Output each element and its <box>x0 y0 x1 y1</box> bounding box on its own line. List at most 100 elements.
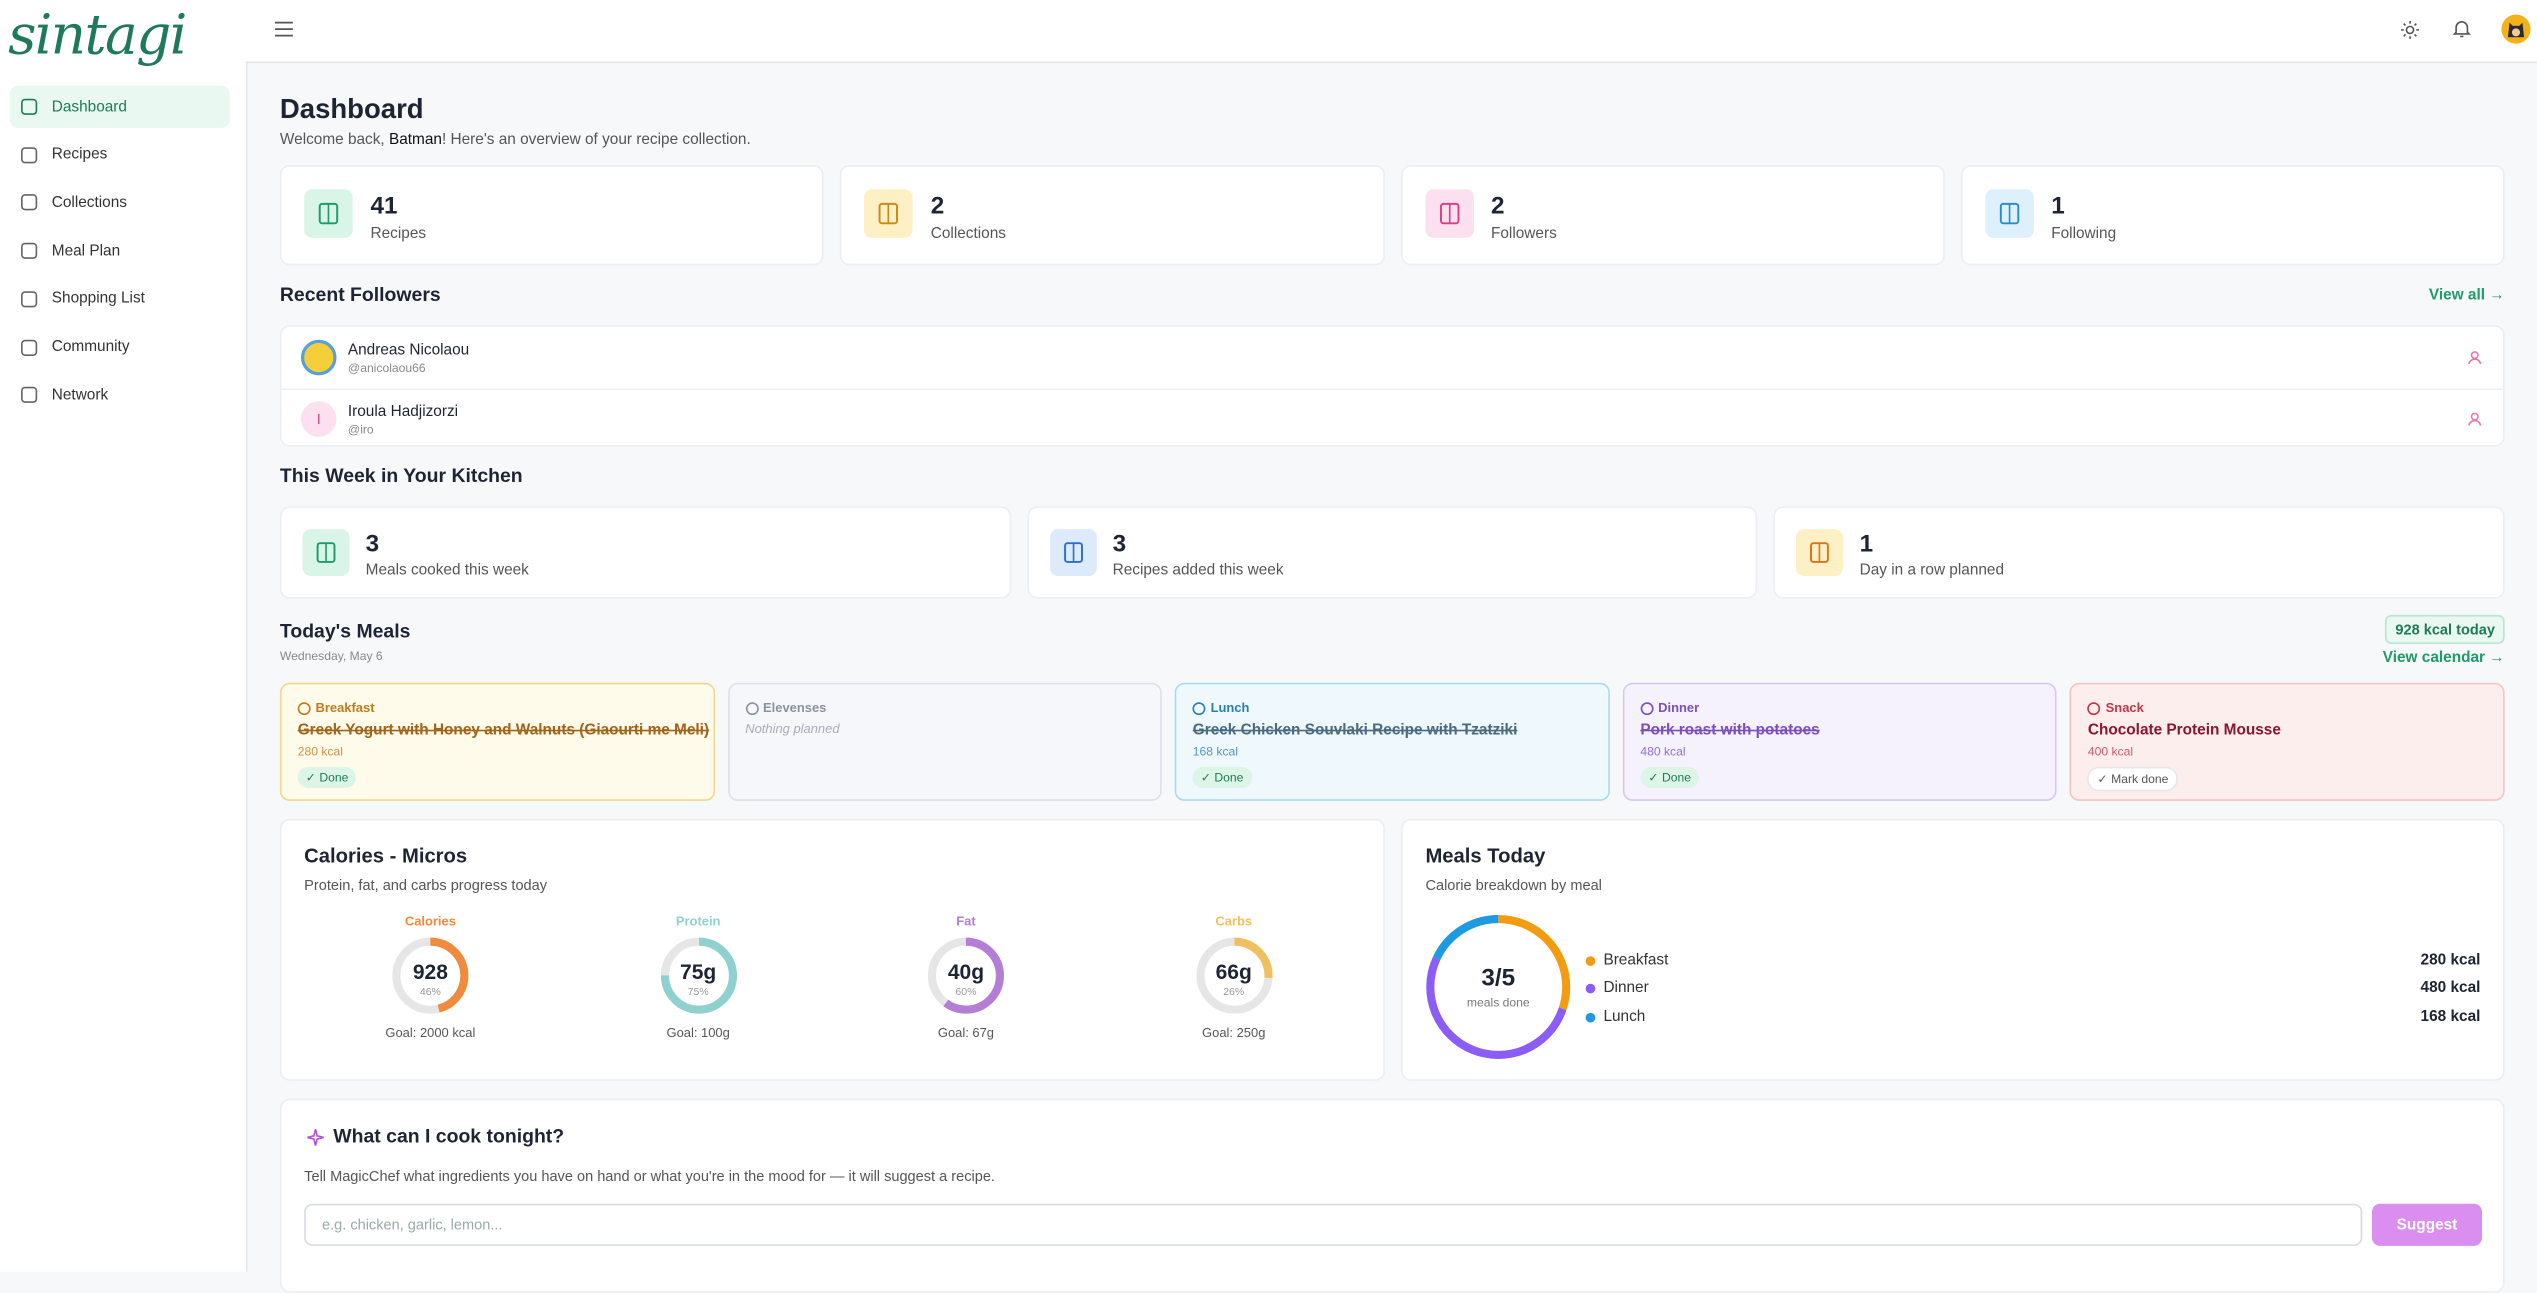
nav-item[interactable]: Collections <box>10 182 230 224</box>
nav-item[interactable]: Dashboard <box>9 85 230 128</box>
icon-box <box>1984 189 2034 238</box>
nav-icon-shape <box>21 290 38 308</box>
legend-value: 168 kcal <box>2420 1007 2481 1026</box>
bell-icon[interactable] <box>2452 19 2472 38</box>
icon-box <box>304 189 353 238</box>
section-title: This Week in Your Kitchen <box>279 464 523 488</box>
legend-value: 280 kcal <box>2420 951 2481 970</box>
suggest-button[interactable]: Suggest <box>2371 1203 2483 1246</box>
meal-name: Greek Yogurt with Honey and Walnuts (Gia… <box>297 721 710 740</box>
nav-item[interactable]: Community <box>10 326 230 368</box>
user-avatar[interactable] <box>2501 14 2531 44</box>
page-title: Dashboard <box>279 93 424 125</box>
ring-percent: 26% <box>1223 986 1245 999</box>
legend-name: Lunch <box>1603 1007 1646 1026</box>
icon-box <box>864 189 913 238</box>
follow-icon-shape <box>2468 419 2482 426</box>
view-calendar-link[interactable]: View calendar → <box>2382 648 2505 667</box>
magic-title: What can I cook tonight? <box>333 1124 565 1148</box>
ring-percent: 46% <box>419 986 441 999</box>
week-label: Day in a row planned <box>1859 561 2005 580</box>
ring-name: Protein <box>675 914 721 929</box>
progress-ring <box>927 937 1004 1014</box>
nav-icon-shape <box>21 242 38 260</box>
follower-name[interactable]: Andreas Nicolaou <box>347 341 470 360</box>
nav-icon-shape <box>21 98 38 115</box>
kcal-badge: 928 kcal today <box>2385 614 2505 644</box>
meal-card[interactable]: Elevenses Nothing planned <box>727 682 1163 801</box>
legend-dot <box>1585 956 1596 966</box>
meals-date: Wednesday, May 6 <box>279 648 383 664</box>
magic-card: What can I cook tonight? Tell MagicChef w… <box>279 1098 2505 1293</box>
follower-name[interactable]: Iroula Hadjizorzi <box>347 402 459 421</box>
nav-icon-shape <box>21 146 38 163</box>
nav-icon <box>21 387 38 404</box>
donut-center: 3/5 <box>1481 964 1516 992</box>
menu-icon[interactable] <box>275 21 294 37</box>
stat-value: 2 <box>1490 192 1505 221</box>
meal-card[interactable]: Lunch Greek Chicken Souvlaki Recipe with … <box>1174 682 1610 801</box>
stat-value: 41 <box>370 192 398 221</box>
ring-percent: 60% <box>955 986 977 999</box>
meal-type-dot <box>297 702 311 716</box>
meal-status[interactable]: ✓ Mark done <box>2087 766 2179 792</box>
view-all-link[interactable]: View all → <box>2428 286 2505 305</box>
section-title: Recent Followers <box>279 283 441 306</box>
section-title: Today's Meals <box>279 619 411 643</box>
meal-status[interactable]: ✓ Done <box>297 766 357 788</box>
divider <box>281 388 2504 390</box>
nav-label: Meal Plan <box>51 242 121 260</box>
stat-label: Recipes <box>370 224 427 243</box>
sidebar <box>0 0 248 1272</box>
welcome-text: Welcome back, Batman! Here's an overview… <box>280 131 751 149</box>
nav-item[interactable]: Recipes <box>10 134 230 176</box>
meal-kcal: 400 kcal <box>2087 744 2134 759</box>
panel-title: Calories - Micros <box>304 844 468 868</box>
theme-icon[interactable] <box>2401 21 2419 39</box>
micros-card: Calories - Micros Protein, fat, and carbs… <box>279 818 1386 1081</box>
meal-kcal: 280 kcal <box>297 744 343 759</box>
legend-name: Dinner <box>1603 979 1649 998</box>
nav-icon <box>21 194 38 211</box>
stat-value: 2 <box>930 192 945 221</box>
icon <box>1439 202 1459 225</box>
icon-box <box>1796 529 1844 577</box>
avatar-initial: I <box>316 410 321 428</box>
week-value: 3 <box>365 530 380 559</box>
meal-card[interactable]: Snack Chocolate Protein Mousse 400 kcal ✓ M… <box>2070 682 2505 801</box>
week-card: 3 Recipes added this week <box>1026 506 1758 599</box>
panel-subtitle: Protein, fat, and carbs progress today <box>304 876 548 894</box>
nav-icon-shape <box>21 387 38 404</box>
logo[interactable]: sintagi <box>8 3 187 68</box>
meal-card[interactable]: Dinner Pork roast with potatoes 480 kcal ✓ … <box>1622 682 2058 801</box>
stat-card: 1 Following <box>1960 165 2505 266</box>
follower-handle: @anicolaou66 <box>347 360 426 376</box>
stat-value: 1 <box>2051 192 2065 221</box>
nav-item[interactable]: Meal Plan <box>10 230 230 272</box>
legend-dot <box>1585 1012 1596 1022</box>
stat-card: 2 Followers <box>1400 165 1945 266</box>
ring-value: 75g <box>680 959 717 984</box>
progress-ring <box>392 937 469 1014</box>
icon <box>318 202 339 225</box>
nav-item[interactable]: Network <box>10 374 230 416</box>
nav-label: Recipes <box>51 145 108 164</box>
meal-type: Lunch <box>1210 700 1250 716</box>
nav-icon-shape <box>21 338 38 356</box>
meal-card[interactable]: Breakfast Greek Yogurt with Honey and Wal… <box>279 682 715 801</box>
input-placeholder: e.g. chicken, garlic, lemon... <box>321 1216 503 1233</box>
follower-avatar <box>300 339 337 376</box>
nav-label: Dashboard <box>51 97 127 116</box>
meal-status[interactable]: ✓ Done <box>1640 766 1700 788</box>
icon <box>1810 542 1830 563</box>
ring-value: 928 <box>412 959 448 984</box>
panel-title: Meals Today <box>1425 844 1546 868</box>
ring-name: Calories <box>404 914 456 929</box>
ingredients-input[interactable]: e.g. chicken, garlic, lemon... <box>304 1203 2363 1246</box>
meal-status[interactable]: ✓ Done <box>1192 766 1252 788</box>
legend-name: Breakfast <box>1603 951 1669 970</box>
nav-item[interactable]: Shopping List <box>10 278 230 320</box>
follow-icon <box>2468 412 2482 426</box>
